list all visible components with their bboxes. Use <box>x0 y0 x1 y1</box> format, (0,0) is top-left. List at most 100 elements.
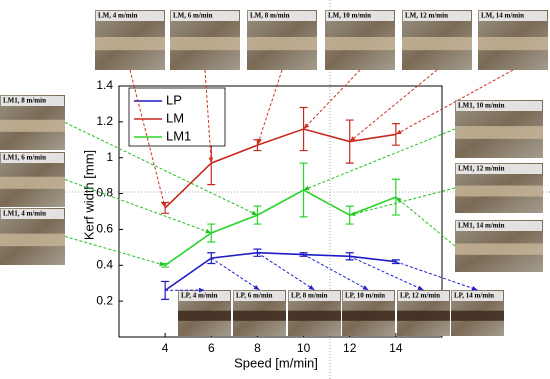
pointer-arrow <box>129 69 166 209</box>
photo-caption: LM1, 6 m/min <box>3 154 46 162</box>
x-tick-label: 10 <box>297 341 311 355</box>
photo-caption: LM, 6 m/min <box>173 12 213 20</box>
arrow-head <box>205 228 212 234</box>
photo-caption: LM1, 14 m/min <box>458 222 505 230</box>
pointer-arrow <box>64 236 166 266</box>
photo: LP, 10 m/min <box>342 290 395 336</box>
photo: LM1, 12 m/min <box>455 163 543 213</box>
arrow-head <box>159 261 166 267</box>
photo-caption: LM1, 4 m/min <box>3 210 46 218</box>
photo: LM1, 14 m/min <box>455 220 543 272</box>
photo-cut <box>455 126 543 139</box>
pointer-arrow <box>64 179 212 234</box>
photo-cut <box>178 310 231 321</box>
pointer-arrow <box>211 257 260 291</box>
photo-caption-bg <box>326 11 394 21</box>
photo-cut <box>455 185 543 197</box>
photo-cut <box>0 176 65 189</box>
photo-cut <box>233 310 286 321</box>
photo-caption: LM1, 10 m/min <box>458 102 505 110</box>
photo-caption: LM1, 8 m/min <box>3 97 46 105</box>
legend-label: LM1 <box>166 128 191 143</box>
x-tick-label: 4 <box>162 341 169 355</box>
photo-caption-bg <box>1 209 64 219</box>
photo-cut <box>455 243 543 255</box>
photo: LM, 14 m/min <box>478 10 548 70</box>
photo: LP, 8 m/min <box>288 290 341 336</box>
photo-caption: LP, 4 m/min <box>181 292 218 300</box>
pointer-arrow <box>303 128 456 191</box>
photo-caption-bg <box>179 291 230 301</box>
photo: LM, 12 m/min <box>402 10 472 70</box>
photo-cut <box>95 37 165 51</box>
arrow-head <box>395 129 402 135</box>
pointer-arrow <box>204 69 212 164</box>
photo: LP, 6 m/min <box>233 290 286 336</box>
photo-caption-bg <box>1 153 64 163</box>
pointer-arrow <box>303 69 361 130</box>
photo-caption-bg <box>289 291 340 301</box>
error-bar <box>345 252 354 261</box>
photo: LP, 12 m/min <box>397 290 450 336</box>
photo-cut <box>325 37 395 51</box>
plot-area <box>118 85 443 338</box>
photo-caption-bg <box>248 11 316 21</box>
error-bar <box>207 140 216 186</box>
photo-cut <box>288 310 341 321</box>
photo-cut <box>402 37 472 51</box>
error-bar <box>207 223 216 243</box>
pointer-arrow <box>395 261 478 291</box>
photo: LP, 4 m/min <box>178 290 231 336</box>
photo-cut <box>478 37 548 51</box>
arrow-head <box>161 201 167 208</box>
photo-caption: LM, 10 m/min <box>328 12 371 20</box>
arrow-head <box>198 287 205 293</box>
x-tick-label: 12 <box>343 341 357 355</box>
photo-caption: LP, 10 m/min <box>345 292 385 300</box>
pointer-arrow <box>257 252 315 291</box>
photo-caption: LM, 12 m/min <box>405 12 448 20</box>
series-line <box>164 251 396 292</box>
series-line <box>164 189 397 266</box>
y-tick-label: 0.8 <box>96 186 113 200</box>
photo: LM1, 8 m/min <box>0 95 65 150</box>
arrow-head <box>256 139 262 146</box>
arrow-head <box>303 123 310 130</box>
photo-caption-bg <box>452 291 503 301</box>
error-bar <box>253 205 262 225</box>
x-tick-label: 8 <box>254 341 261 355</box>
pointer-arrow <box>349 255 424 291</box>
pointer-arrow <box>303 254 369 291</box>
photo-caption: LM1, 12 m/min <box>458 165 505 173</box>
photo-cut <box>0 233 65 247</box>
y-tick-label: 0.6 <box>96 222 113 236</box>
photo-caption-bg <box>171 11 239 21</box>
photo-caption: LM, 4 m/min <box>98 12 138 20</box>
y-tick-label: 1.4 <box>96 78 113 92</box>
error-bar <box>391 123 400 146</box>
error-bar <box>299 252 308 257</box>
photo-caption: LM, 8 m/min <box>250 12 290 20</box>
arrow-head <box>471 285 478 291</box>
arrow-head <box>303 185 310 191</box>
y-tick-label: 1.2 <box>96 114 113 128</box>
photo-caption-bg <box>234 291 285 301</box>
y-tick-label: 0.4 <box>96 257 113 271</box>
error-bar <box>299 106 308 152</box>
photo: LM, 10 m/min <box>325 10 395 70</box>
pointer-arrow <box>395 196 456 247</box>
x-axis-label: Speed [m/min] <box>234 355 318 370</box>
y-tick-label: 1 <box>106 150 113 164</box>
arrow-head <box>308 285 315 290</box>
photo-caption-bg <box>456 164 542 174</box>
photo: LP, 14 m/min <box>451 290 504 336</box>
photo: LM1, 4 m/min <box>0 208 65 265</box>
arrow-head <box>417 285 424 290</box>
photo-cut <box>170 37 240 51</box>
y-axis-label: Kerf width [mm] <box>81 150 96 240</box>
arrow-head <box>362 285 369 290</box>
photo: LM, 8 m/min <box>247 10 317 70</box>
series-line <box>164 128 396 209</box>
pointer-arrow <box>256 69 283 146</box>
error-bar <box>299 162 308 218</box>
